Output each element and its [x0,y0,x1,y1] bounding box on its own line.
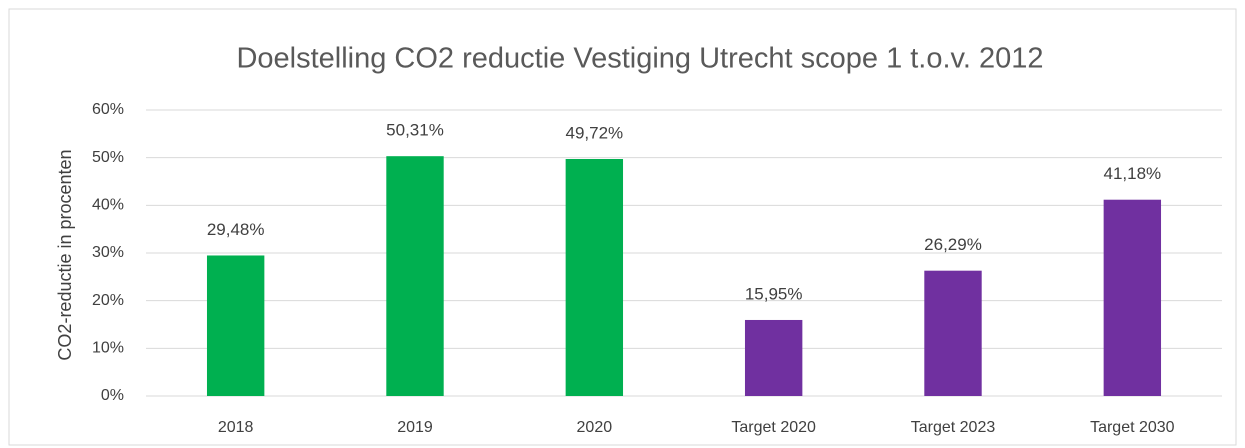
y-tick-label: 0% [101,387,124,404]
data-label: 26,29% [924,235,982,254]
data-label: 29,48% [207,220,265,239]
data-label: 50,31% [386,121,444,140]
y-tick-label: 50% [92,149,124,166]
x-tick-label: Target 2023 [911,419,996,436]
bar [1103,199,1162,396]
x-tick-label: 2019 [397,419,433,436]
bar [206,255,265,396]
y-tick-label: 10% [92,340,124,357]
data-label: 15,95% [745,284,803,303]
y-tick-label: 60% [92,101,124,118]
x-tick-label: 2018 [218,419,254,436]
y-tick-label: 20% [92,292,124,309]
data-label: 41,18% [1103,164,1161,183]
bar [744,319,803,396]
bar [565,159,624,396]
y-tick-label: 40% [92,197,124,214]
y-axis-label: CO2-reductie in procenten [55,149,75,360]
bar [924,270,982,396]
y-tick-label: 30% [92,244,124,261]
x-tick-label: Target 2020 [731,419,816,436]
data-label: 49,72% [565,123,623,142]
bar [386,156,444,396]
x-tick-label: Target 2030 [1090,419,1175,436]
chart-title: Doelstelling CO2 reductie Vestiging Utre… [236,43,1043,75]
x-tick-label: 2020 [577,419,613,436]
